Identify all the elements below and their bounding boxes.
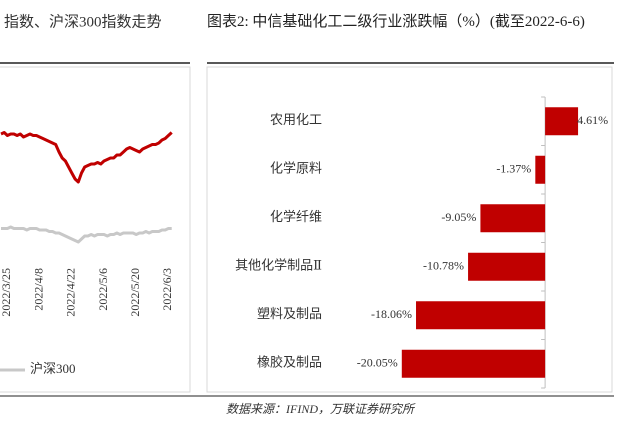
value-label: -9.05% [441, 210, 476, 224]
right-chart-title: 图表2: 中信基础化工二级行业涨跌幅（%）(截至2022-6-6) [207, 14, 585, 30]
category-label: 化学纤维 [270, 209, 322, 224]
bar [401, 349, 546, 378]
category-label: 橡胶及制品 [257, 355, 322, 370]
category-label: 农用化工 [270, 112, 322, 127]
line-series [1, 225, 172, 244]
right-chart-frame [206, 66, 613, 393]
value-label: -1.37% [496, 162, 531, 176]
line-series [0, 131, 173, 184]
x-tick-label: 2022/6/3 [160, 268, 174, 311]
bar [545, 107, 579, 136]
category-label: 其他化学制品Ⅱ [235, 258, 322, 273]
x-tick-label: 2022/5/20 [128, 268, 142, 317]
left-chart-title: 指数、沪深300指数走势 [4, 13, 162, 30]
value-label: -18.06% [371, 307, 412, 321]
value-label: -20.05% [357, 356, 398, 370]
legend-label: 沪深300 [30, 361, 76, 376]
x-tick-label: 2022/4/8 [31, 268, 45, 311]
value-label: 4.61% [577, 113, 608, 127]
category-label: 塑料及制品 [257, 306, 322, 321]
bar [416, 301, 546, 330]
category-label: 化学原料 [270, 161, 322, 176]
left-chart-frame [0, 66, 191, 393]
bar [468, 252, 546, 281]
x-tick-label: 2022/3/25 [0, 268, 13, 317]
bar [480, 204, 546, 233]
value-label: -10.78% [423, 259, 464, 273]
bar [535, 155, 546, 184]
x-tick-label: 2022/5/6 [96, 268, 110, 311]
source: 数据来源：IFIND，万联证券研究所 [226, 402, 416, 416]
x-tick-label: 2022/4/22 [64, 268, 78, 317]
